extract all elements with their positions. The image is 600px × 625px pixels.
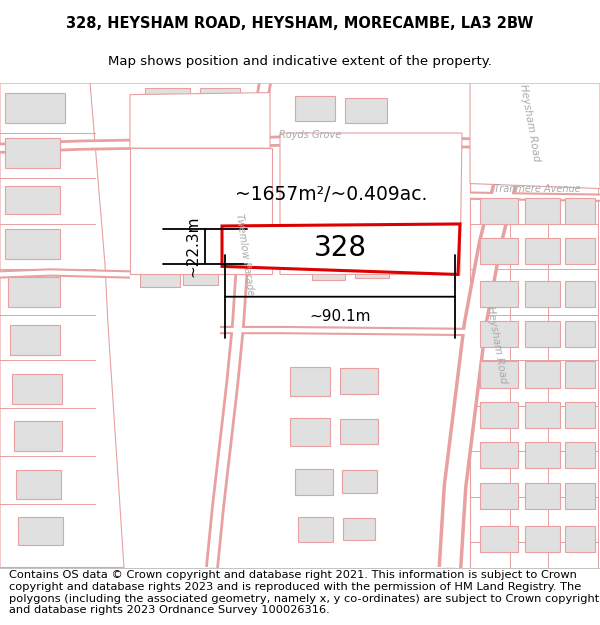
Bar <box>183 227 219 248</box>
Bar <box>135 192 175 214</box>
Bar <box>545 96 563 118</box>
Bar <box>480 281 518 307</box>
Text: 328, HEYSHAM ROAD, HEYSHAM, MORECAMBE, LA3 2BW: 328, HEYSHAM ROAD, HEYSHAM, MORECAMBE, L… <box>67 16 533 31</box>
Polygon shape <box>130 92 270 148</box>
Bar <box>565 402 595 428</box>
Bar <box>290 368 330 396</box>
Bar <box>185 154 223 176</box>
Bar <box>345 98 387 123</box>
Bar <box>135 153 177 179</box>
Bar <box>480 361 518 388</box>
Bar <box>525 361 560 388</box>
Bar <box>565 198 595 224</box>
Bar <box>5 138 60 168</box>
Bar <box>5 186 60 214</box>
Bar <box>145 92 190 123</box>
Bar <box>525 198 560 224</box>
Bar <box>355 259 389 278</box>
Bar <box>8 276 60 307</box>
Bar <box>290 418 330 446</box>
Bar <box>12 374 62 404</box>
Bar <box>342 471 377 492</box>
Bar <box>298 517 333 542</box>
Bar <box>565 238 595 264</box>
Bar <box>340 419 378 444</box>
Text: Map shows position and indicative extent of the property.: Map shows position and indicative extent… <box>108 56 492 68</box>
Bar <box>10 325 60 355</box>
Bar <box>200 88 240 108</box>
Polygon shape <box>222 224 460 274</box>
Bar <box>565 482 595 509</box>
Polygon shape <box>470 82 600 189</box>
Bar <box>525 526 560 552</box>
Polygon shape <box>280 133 462 274</box>
Bar <box>183 192 219 212</box>
Bar <box>525 402 560 428</box>
Bar <box>200 92 240 121</box>
Bar <box>350 186 388 206</box>
Bar <box>480 402 518 428</box>
Bar <box>340 369 378 394</box>
Bar <box>140 264 180 287</box>
Polygon shape <box>130 148 272 274</box>
Text: Royds Grove: Royds Grove <box>279 130 341 140</box>
Text: 328: 328 <box>314 234 367 262</box>
Bar <box>345 142 387 171</box>
Bar <box>145 88 190 108</box>
Bar <box>305 187 341 209</box>
Text: ~1657m²/~0.409ac.: ~1657m²/~0.409ac. <box>235 185 427 204</box>
Bar <box>295 469 333 495</box>
Text: Tranmere Avenue: Tranmere Avenue <box>494 184 580 194</box>
Bar <box>18 517 63 545</box>
Polygon shape <box>0 82 124 568</box>
Bar <box>183 264 218 284</box>
Bar <box>343 518 375 540</box>
Text: ~22.3m: ~22.3m <box>185 216 200 277</box>
Text: Twemlow Parade: Twemlow Parade <box>234 213 256 296</box>
Bar <box>565 526 595 552</box>
Bar <box>480 238 518 264</box>
Bar <box>545 135 585 163</box>
Bar <box>5 92 65 123</box>
Bar <box>480 482 518 509</box>
Bar <box>14 421 62 451</box>
Bar <box>135 227 177 249</box>
Bar <box>525 238 560 264</box>
Bar <box>525 321 560 348</box>
Bar <box>352 224 388 242</box>
Bar <box>545 94 587 123</box>
Bar <box>480 321 518 348</box>
Text: Contains OS data © Crown copyright and database right 2021. This information is : Contains OS data © Crown copyright and d… <box>9 571 599 615</box>
Bar <box>480 526 518 552</box>
Text: Heysham Road: Heysham Road <box>485 306 509 385</box>
Bar <box>295 96 335 121</box>
Bar <box>525 482 560 509</box>
Text: Heysham Road: Heysham Road <box>518 83 542 162</box>
Bar <box>565 361 595 388</box>
Bar <box>525 442 560 469</box>
Bar <box>565 442 595 469</box>
Bar <box>295 143 333 168</box>
Bar <box>312 259 345 279</box>
Bar <box>308 224 343 244</box>
Bar <box>480 198 518 224</box>
Bar <box>5 229 60 259</box>
Bar <box>480 442 518 469</box>
Bar <box>525 281 560 307</box>
Bar <box>565 321 595 348</box>
Bar <box>565 281 595 307</box>
Text: ~90.1m: ~90.1m <box>309 309 371 324</box>
Bar <box>16 471 61 499</box>
